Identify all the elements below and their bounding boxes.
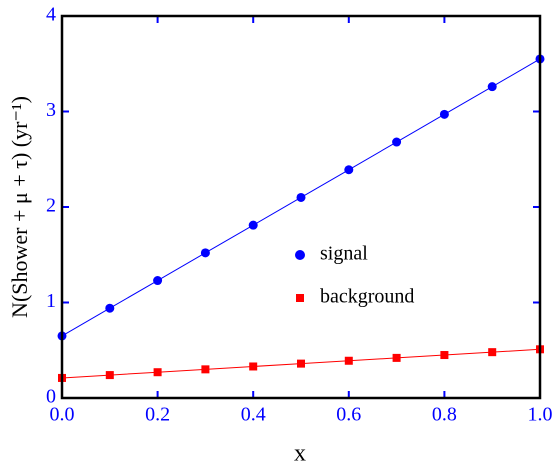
- x-tick-label: 0.8: [432, 404, 457, 426]
- point: [344, 356, 353, 365]
- point: [249, 362, 258, 371]
- x-tick-label: 0.2: [145, 404, 170, 426]
- point: [153, 276, 163, 286]
- point: [105, 303, 115, 313]
- legend-marker: [296, 294, 304, 302]
- point: [487, 82, 497, 92]
- point: [248, 220, 258, 230]
- point: [296, 192, 306, 202]
- y-axis-label: N(Shower + μ + τ) (yr⁻¹): [7, 96, 32, 318]
- plot-frame: [60, 14, 542, 400]
- point: [153, 368, 162, 377]
- legend-label: background: [320, 286, 414, 308]
- y-tick-label: 2: [46, 195, 56, 217]
- point: [201, 365, 210, 374]
- y-tick-label: 3: [46, 99, 56, 121]
- x-axis-label: x: [294, 441, 306, 467]
- y-tick-label: 4: [46, 4, 56, 26]
- legend-marker: [295, 250, 305, 260]
- point: [392, 353, 401, 362]
- point: [344, 165, 354, 175]
- point: [440, 351, 449, 360]
- x-tick-label: 0.4: [241, 404, 266, 426]
- x-tick-label: 0.0: [50, 404, 75, 426]
- y-tick-label: 0: [46, 386, 56, 408]
- x-tick-label: 0.6: [336, 404, 361, 426]
- point: [297, 359, 305, 368]
- point: [488, 348, 497, 357]
- legend-label: signal: [320, 243, 368, 265]
- y-tick-label: 1: [46, 290, 56, 312]
- point: [392, 137, 402, 147]
- point: [439, 109, 449, 119]
- x-tick-label: 1.0: [528, 404, 553, 426]
- point: [105, 371, 114, 380]
- point: [200, 248, 210, 258]
